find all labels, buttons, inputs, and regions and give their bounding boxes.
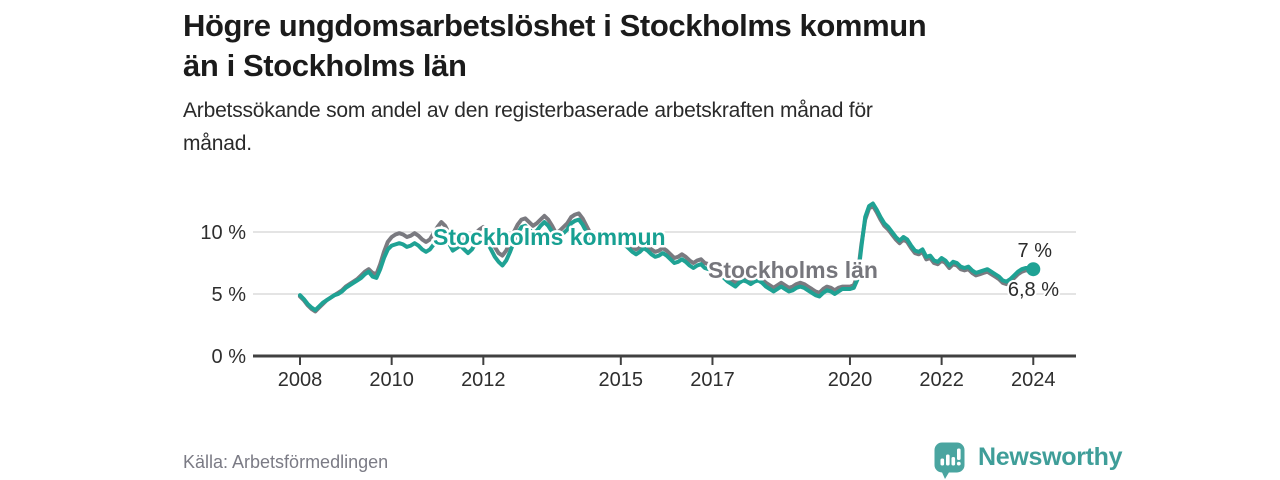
- series-line-kommun: [298, 201, 1036, 313]
- x-tick-label-2010: 2010: [369, 369, 414, 391]
- brand-name: Newsworthy: [978, 442, 1123, 471]
- chart-annotations: Stockholms kommun Stockholms län 7 % 6,8…: [431, 222, 1062, 304]
- x-tick-label-2022: 2022: [919, 369, 964, 391]
- x-tick-label-2020: 2020: [828, 369, 873, 391]
- end-value-lan: 6,8 %: [1008, 279, 1059, 301]
- x-tick-label-2008: 2008: [278, 369, 323, 391]
- newsworthy-icon: [934, 442, 965, 479]
- x-tick-label-2024: 2024: [1011, 369, 1056, 391]
- series-label-kommun: Stockholms kommun: [433, 224, 666, 250]
- x-tick-label-2012: 2012: [461, 369, 506, 391]
- end-value-kommun: 7 %: [1018, 240, 1053, 262]
- subtitle-line-1: Arbetssökande som andel av den registerb…: [183, 99, 873, 122]
- y-tick-label-0: 0 %: [212, 346, 247, 368]
- series-end-dot: [1026, 262, 1041, 277]
- y-tick-label-5: 5 %: [212, 284, 247, 306]
- title-line-2: än i Stockholms län: [183, 48, 467, 83]
- y-tick-label-10: 10 %: [200, 222, 246, 244]
- subtitle-line-2: månad.: [183, 132, 252, 155]
- series-label-lan: Stockholms län: [708, 257, 878, 283]
- chart-subtitle: Arbetssökande som andel av den registerb…: [183, 94, 873, 160]
- series-line-lan: [298, 204, 1036, 314]
- plot-layer: 2008 2010 2012 2015 2017 2020 2022 2024 0 % 5 % 10…: [200, 201, 1076, 391]
- brand-logo: Newsworthy: [933, 441, 1123, 479]
- title-line-1: Högre ungdomsarbetslöshet i Stockholms k…: [183, 8, 927, 43]
- x-tick-label-2017: 2017: [690, 369, 735, 391]
- source-note: Källa: Arbetsförmedlingen: [183, 452, 389, 472]
- page-title: Högre ungdomsarbetslöshet i Stockholms k…: [183, 6, 927, 86]
- x-tick-label-2015: 2015: [599, 369, 644, 391]
